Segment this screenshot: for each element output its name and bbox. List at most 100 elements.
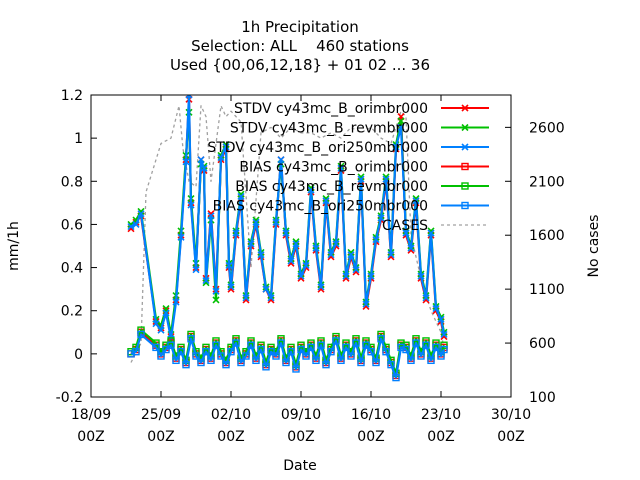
data-point: [252, 356, 260, 365]
data-point: [272, 352, 280, 360]
data-point: [207, 210, 215, 218]
data-point: [187, 201, 195, 209]
x-tick-label-time: 00Z: [357, 429, 384, 445]
data-point: [252, 216, 260, 224]
data-point: [287, 348, 295, 356]
data-point: [242, 352, 250, 360]
data-point: [437, 315, 445, 323]
data-point: [440, 330, 448, 339]
data-point: [257, 341, 265, 349]
data-point: [372, 235, 380, 244]
data-point: [227, 348, 235, 356]
legend-label: STDV cy43mc_B_revmbr000: [230, 121, 428, 137]
data-point: [397, 117, 405, 125]
data-point: [177, 348, 185, 356]
data-point: [317, 283, 325, 291]
data-point: [232, 335, 240, 343]
data-point: [382, 348, 390, 356]
data-point: [182, 158, 190, 166]
data-point: [357, 358, 365, 367]
data-point: [387, 251, 395, 259]
y2-tick-label: 100: [529, 390, 556, 406]
data-point: [332, 337, 340, 345]
data-point: [267, 294, 275, 302]
y-tick-label: 0.4: [61, 261, 83, 277]
legend: STDV cy43mc_B_orimbr000 STDV cy43mc_B_rev…: [207, 101, 489, 234]
chart-title-line-1: 1h Precipitation: [241, 18, 359, 36]
y-tick-label: 0: [74, 347, 83, 363]
data-point: [332, 332, 340, 341]
data-point: [402, 345, 410, 354]
legend-marker: [461, 162, 469, 171]
data-point: [217, 352, 225, 360]
data-point: [282, 229, 290, 237]
data-point: [352, 266, 360, 274]
data-point: [167, 337, 175, 345]
x-tick-label: 25/09: [141, 407, 181, 423]
data-point: [397, 339, 405, 347]
x-tick-label: 18/09: [71, 407, 111, 423]
data-point: [152, 343, 160, 352]
legend-label: CASES: [382, 218, 428, 234]
series-3: [127, 95, 448, 343]
data-point: [337, 162, 345, 170]
data-point: [432, 339, 440, 347]
data-point: [422, 294, 430, 302]
x-tick-label: 09/10: [281, 407, 321, 423]
data-point: [202, 348, 210, 356]
data-point: [182, 360, 190, 369]
data-point: [302, 261, 310, 269]
data-point: [377, 214, 385, 222]
data-point: [132, 348, 140, 356]
data-point: [197, 358, 205, 367]
data-point: [417, 272, 425, 280]
data-point: [352, 335, 360, 343]
y2-tick-label: 2600: [529, 120, 565, 136]
data-point: [267, 343, 275, 352]
data-point: [277, 335, 285, 343]
axis-ticks: 18/09 00Z 25/09 00Z 02/10 00Z 09/10 00Z 16/10 00Z…: [56, 88, 565, 445]
data-point: [282, 358, 290, 367]
data-point: [237, 358, 245, 367]
data-point: [302, 352, 310, 360]
data-point: [412, 339, 420, 347]
data-point: [137, 330, 145, 339]
data-point: [292, 365, 300, 373]
data-point: [242, 294, 250, 302]
data-point: [432, 304, 440, 313]
data-point: [397, 343, 405, 352]
data-point: [127, 223, 135, 231]
data-point: [427, 356, 435, 365]
y-tick-label: 0.2: [61, 304, 83, 320]
data-point: [412, 197, 420, 205]
data-point: [132, 220, 140, 228]
y-tick-label: -0.2: [56, 390, 83, 406]
y2-tick-label: 1100: [529, 282, 565, 298]
y-tick-label: 1.2: [61, 88, 83, 104]
data-point: [212, 296, 220, 304]
data-point: [262, 363, 270, 371]
data-point: [407, 244, 415, 252]
data-point: [187, 335, 195, 343]
x-tick-label: 30/10: [491, 407, 531, 423]
legend-label: BIAS cy43mc_B_ori250mbr000: [213, 199, 428, 215]
data-point: [342, 339, 350, 347]
x-tick-label-time: 00Z: [287, 429, 314, 445]
data-point: [312, 356, 320, 365]
legend-label: STDV cy43mc_B_ori250mbr000: [207, 140, 428, 156]
data-point: [137, 210, 145, 218]
y-axis-label: mm/1h: [6, 221, 22, 271]
y2-tick-label: 1600: [529, 228, 565, 244]
data-point: [412, 194, 420, 203]
data-point: [192, 352, 200, 360]
legend-entry-1: STDV cy43mc_B_orimbr000: [234, 101, 489, 117]
data-point: [212, 341, 220, 349]
data-point: [225, 261, 233, 269]
y2-tick-label: 2100: [529, 174, 565, 190]
y-tick-label: 0.6: [61, 217, 83, 233]
data-point: [307, 186, 315, 194]
y-tick-label: 0.8: [61, 174, 83, 190]
data-point: [422, 337, 430, 345]
legend-marker: [461, 143, 469, 151]
x-tick-label-time: 00Z: [497, 429, 524, 445]
